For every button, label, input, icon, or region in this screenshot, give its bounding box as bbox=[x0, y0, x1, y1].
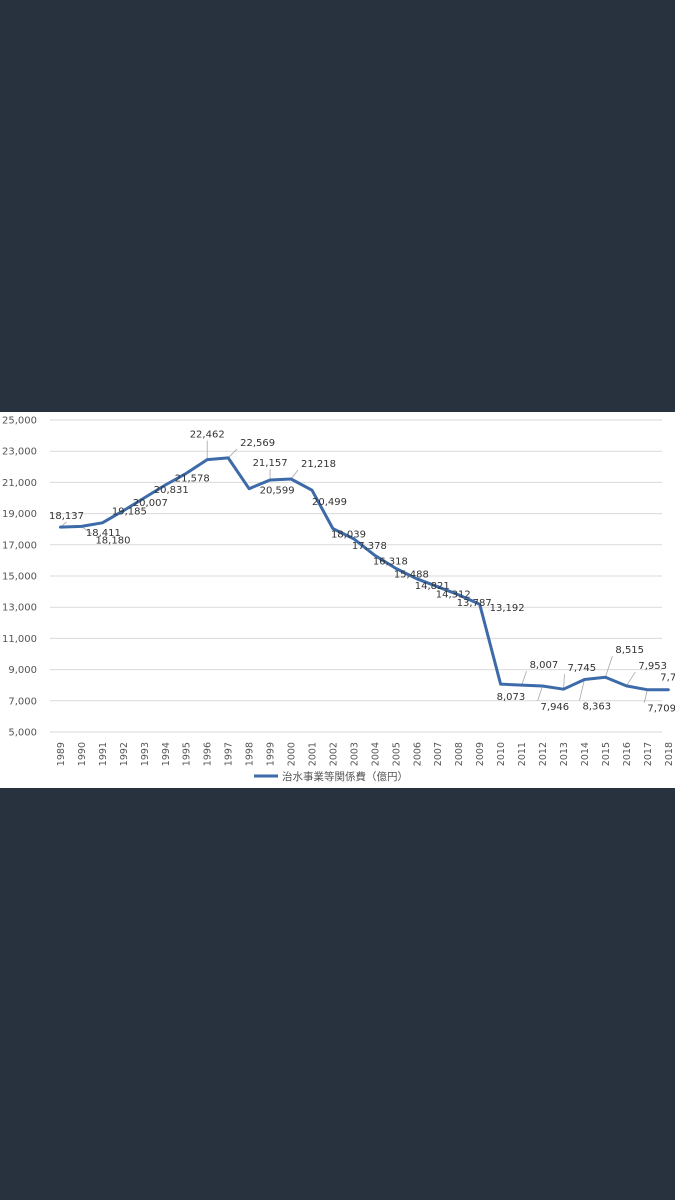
data-label: 14,312 bbox=[436, 590, 471, 601]
x-tick-label: 2013 bbox=[559, 742, 570, 766]
x-tick-label: 2012 bbox=[538, 742, 549, 766]
y-axis-ticks: 5,000 7,000 9,000 11,000 13,000 15,000 17,000 1… bbox=[2, 416, 37, 739]
x-tick-label: 1997 bbox=[224, 742, 235, 766]
x-tick-label: 1989 bbox=[56, 742, 67, 766]
data-label: 7,714 bbox=[660, 673, 675, 684]
x-tick-label: 1990 bbox=[77, 742, 88, 766]
leader-line bbox=[537, 685, 543, 702]
x-tick-label: 2016 bbox=[622, 742, 633, 766]
leader-line bbox=[227, 448, 238, 459]
leader-line bbox=[605, 656, 613, 678]
data-label: 20,831 bbox=[154, 485, 189, 496]
leader-line bbox=[579, 679, 585, 701]
y-tick-label: 17,000 bbox=[2, 540, 37, 551]
leader-line bbox=[81, 526, 93, 535]
y-tick-label: 15,000 bbox=[2, 572, 37, 583]
data-label: 21,218 bbox=[301, 459, 336, 470]
chart-panel: 5,000 7,000 9,000 11,000 13,000 15,000 17,000 1… bbox=[0, 412, 675, 788]
legend: 治水事業等関係費（億円） bbox=[254, 770, 408, 783]
data-label: 21,578 bbox=[175, 473, 210, 484]
data-label: 20,499 bbox=[312, 497, 347, 508]
leader-line bbox=[563, 674, 565, 690]
data-label: 8,073 bbox=[497, 692, 526, 703]
x-tick-label: 2010 bbox=[496, 742, 507, 766]
x-tick-label: 2008 bbox=[454, 742, 465, 766]
y-tick-label: 9,000 bbox=[8, 665, 37, 676]
x-tick-label: 2002 bbox=[328, 742, 339, 766]
x-tick-label: 1991 bbox=[98, 742, 109, 766]
x-tick-label: 2000 bbox=[287, 742, 298, 766]
y-tick-label: 19,000 bbox=[2, 509, 37, 520]
data-label: 8,007 bbox=[530, 660, 559, 671]
y-tick-label: 11,000 bbox=[2, 634, 37, 645]
line-chart: 5,000 7,000 9,000 11,000 13,000 15,000 17,000 1… bbox=[2, 416, 675, 784]
x-tick-label: 1996 bbox=[203, 742, 214, 766]
x-tick-label: 1995 bbox=[182, 742, 193, 766]
x-tick-label: 2009 bbox=[475, 742, 486, 766]
data-label: 18,180 bbox=[95, 535, 130, 546]
data-label: 15,488 bbox=[394, 569, 429, 580]
data-label: 16,318 bbox=[373, 556, 408, 567]
x-tick-label: 2011 bbox=[517, 742, 528, 766]
x-tick-label: 1999 bbox=[266, 742, 277, 766]
x-tick-label: 2003 bbox=[349, 742, 360, 766]
leader-line bbox=[626, 671, 636, 687]
x-tick-label: 2017 bbox=[643, 742, 654, 766]
x-tick-label: 2005 bbox=[391, 742, 402, 766]
data-label: 14,821 bbox=[415, 581, 450, 592]
series-line bbox=[59, 456, 670, 692]
data-label: 21,157 bbox=[253, 458, 288, 469]
leader-line bbox=[521, 670, 527, 686]
y-tick-label: 5,000 bbox=[8, 728, 37, 739]
x-tick-label: 2004 bbox=[370, 742, 381, 766]
x-tick-label: 1998 bbox=[245, 742, 256, 766]
data-label: 19,185 bbox=[112, 507, 147, 518]
data-label: 22,569 bbox=[240, 438, 275, 449]
x-tick-label: 1993 bbox=[140, 742, 151, 766]
data-label: 8,515 bbox=[615, 645, 644, 656]
x-tick-label: 2014 bbox=[580, 742, 591, 766]
x-tick-label: 2006 bbox=[412, 742, 423, 766]
data-label: 20,599 bbox=[260, 486, 295, 497]
y-tick-label: 23,000 bbox=[2, 447, 37, 458]
x-tick-label: 2015 bbox=[601, 742, 612, 766]
legend-label: 治水事業等関係費（億円） bbox=[282, 770, 408, 783]
y-tick-label: 13,000 bbox=[2, 603, 37, 614]
data-label: 13,787 bbox=[457, 598, 492, 609]
data-label: 7,709 bbox=[647, 704, 675, 715]
data-label: 20,007 bbox=[133, 498, 168, 509]
data-label: 7,953 bbox=[638, 661, 667, 672]
x-tick-label: 2001 bbox=[307, 742, 318, 766]
x-axis-ticks: 1989 1990 1991 1992 1993 1994 1995 1996 1997 1998… bbox=[56, 742, 675, 766]
data-label: 13,192 bbox=[490, 603, 525, 614]
leader-lines bbox=[60, 440, 648, 703]
x-tick-label: 2018 bbox=[664, 742, 675, 766]
y-tick-label: 21,000 bbox=[2, 478, 37, 489]
data-label: 22,462 bbox=[190, 430, 225, 441]
data-label: 7,946 bbox=[541, 702, 570, 713]
data-label: 17,378 bbox=[352, 541, 387, 552]
data-label: 18,137 bbox=[49, 511, 84, 522]
data-label: 18,039 bbox=[331, 530, 366, 541]
data-label: 7,745 bbox=[567, 663, 596, 674]
data-label: 8,363 bbox=[582, 702, 611, 713]
leader-line bbox=[643, 689, 648, 703]
y-tick-label: 7,000 bbox=[8, 696, 37, 707]
gridlines bbox=[50, 419, 662, 733]
x-tick-label: 1994 bbox=[161, 742, 172, 766]
leader-line bbox=[290, 469, 299, 480]
x-tick-label: 1992 bbox=[119, 742, 130, 766]
y-tick-label: 25,000 bbox=[2, 416, 37, 427]
x-tick-label: 2007 bbox=[433, 742, 444, 766]
data-label: 18,411 bbox=[86, 528, 121, 539]
